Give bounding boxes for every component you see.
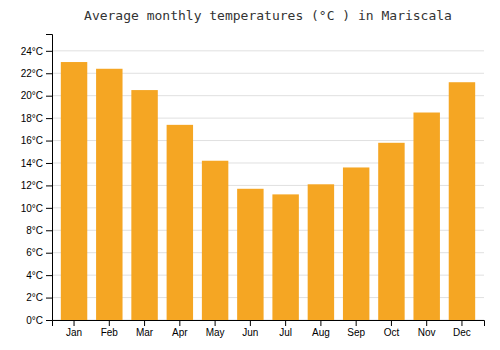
tick: Mar [136, 320, 154, 338]
tick-mark [46, 298, 52, 299]
bar [96, 69, 122, 320]
tick: 12°C [21, 180, 52, 191]
tick-mark [46, 320, 52, 321]
tick: Oct [384, 320, 400, 338]
tick-mark [46, 73, 52, 74]
tick-mark [144, 320, 145, 326]
bar [449, 82, 475, 320]
tick-mark [46, 275, 52, 276]
tick-mark [46, 208, 52, 209]
tick-label: Sep [347, 327, 365, 338]
tick-mark [391, 320, 392, 326]
tick-label: 4°C [26, 270, 43, 281]
bar [413, 113, 439, 320]
tick-mark [179, 320, 180, 326]
tick-label: 10°C [21, 203, 43, 214]
bar [61, 62, 87, 320]
bar [378, 143, 404, 320]
tick-label: Jul [279, 327, 292, 338]
plot: Jan Feb Mar Apr May Jun Jul Aug Sep Oct Nov Dec 0°C 2… [21, 35, 485, 339]
tick: 10°C [21, 203, 52, 214]
tick: Dec [453, 320, 471, 338]
tick-label: Apr [172, 327, 188, 338]
tick-label: Feb [101, 327, 119, 338]
tick: Feb [101, 320, 119, 338]
tick-label: Nov [418, 327, 436, 338]
tick: 18°C [21, 113, 52, 124]
tick-mark [46, 118, 52, 119]
tick: 4°C [26, 270, 52, 281]
tick-mark [356, 320, 357, 326]
tick-label: 24°C [21, 46, 43, 57]
tick-mark [109, 320, 110, 326]
tick-label: 16°C [21, 135, 43, 146]
bar [308, 184, 334, 320]
tick-mark [46, 163, 52, 164]
tick-label: 22°C [21, 68, 43, 79]
tick-mark [46, 253, 52, 254]
tick-label: 0°C [26, 315, 43, 326]
tick-label: Dec [453, 327, 471, 338]
tick-mark [426, 320, 427, 326]
tick: May [206, 320, 225, 338]
title: Average monthly temperatures (°C ) in Ma… [84, 8, 452, 23]
tick-label: 12°C [21, 180, 43, 191]
tick-mark [46, 96, 52, 97]
tick-label: 14°C [21, 158, 43, 169]
tick-label: 18°C [21, 113, 43, 124]
tick: Sep [347, 320, 365, 338]
bar [343, 167, 369, 320]
grid [52, 51, 484, 320]
tick-mark [461, 320, 462, 326]
bar [167, 125, 193, 320]
bar [202, 161, 228, 320]
tick: 14°C [21, 158, 52, 169]
tick: 24°C [21, 46, 52, 57]
tick: Nov [418, 320, 436, 338]
tick: Jun [242, 320, 258, 338]
tick-mark [320, 320, 321, 326]
tick-mark [74, 320, 75, 326]
tick-label: Aug [312, 327, 330, 338]
x-axis: Jan Feb Mar Apr May Jun Jul Aug Sep Oct Nov Dec [53, 320, 485, 338]
tick: Apr [172, 320, 188, 338]
bar [131, 90, 157, 320]
bar [272, 194, 298, 320]
tick: Jan [66, 320, 82, 338]
grid-line [52, 50, 484, 51]
tick: 8°C [26, 225, 52, 236]
tick: 2°C [26, 292, 52, 303]
tick-mark [46, 51, 52, 52]
tick-mark [46, 230, 52, 231]
axis-line [53, 321, 485, 327]
bars [61, 62, 475, 320]
chart: Jan Feb Mar Apr May Jun Jul Aug Sep Oct Nov Dec 0°C 2… [0, 0, 500, 350]
axis-line [46, 35, 53, 321]
tick: 6°C [26, 247, 52, 258]
tick-label: 2°C [26, 292, 43, 303]
tick: 22°C [21, 68, 52, 79]
tick-label: May [206, 327, 225, 338]
tick: 20°C [21, 90, 52, 101]
tick: Jul [279, 320, 292, 338]
tick: 0°C [26, 315, 52, 326]
tick-mark [250, 320, 251, 326]
tick-label: 20°C [21, 90, 43, 101]
tick-mark [285, 320, 286, 326]
tick-label: 6°C [26, 247, 43, 258]
bar [237, 189, 263, 320]
tick-label: 8°C [26, 225, 43, 236]
y-axis: 0°C 2°C 4°C 6°C 8°C 10°C 12°C 14°C 16°C 18°C 20°C 2… [21, 35, 53, 326]
tick-label: Jun [242, 327, 258, 338]
tick: 16°C [21, 135, 52, 146]
tick-mark [46, 185, 52, 186]
tick-mark [46, 141, 52, 142]
tick-label: Jan [66, 327, 82, 338]
tick: Aug [312, 320, 330, 338]
tick-mark [215, 320, 216, 326]
tick-label: Oct [384, 327, 400, 338]
tick-label: Mar [136, 327, 154, 338]
